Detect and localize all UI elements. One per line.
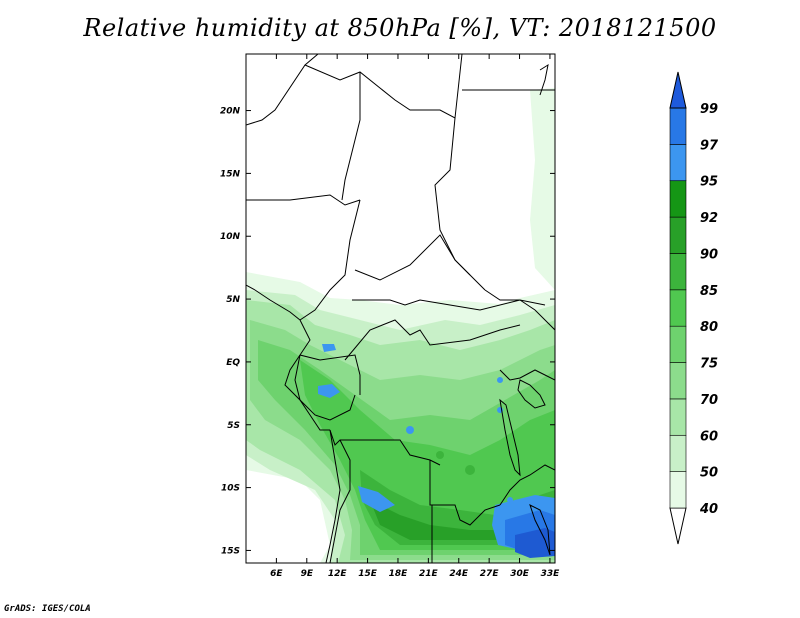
coastline-angola — [325, 429, 341, 563]
colorbar-label: 50 — [700, 466, 718, 481]
colorbar-label: 90 — [700, 247, 718, 262]
humidity-band-40-east — [530, 88, 555, 290]
colorbar-label: 95 — [700, 175, 718, 190]
map-title: Relative humidity at 850hPa [%], VT: 201… — [83, 14, 717, 42]
colorbar-segment — [669, 180, 687, 218]
lake-victoria — [517, 379, 546, 409]
border-chad-car — [354, 234, 471, 281]
coastline-west — [246, 54, 319, 126]
humidity-field — [246, 54, 555, 563]
colorbar-segment — [669, 253, 687, 291]
colorbar-segment — [669, 398, 687, 436]
coastline-gulf — [246, 284, 301, 321]
lat-tick-label: 20N — [220, 107, 241, 117]
border-zambia-east — [499, 464, 555, 506]
humidity-band-95-c — [322, 344, 336, 352]
colorbar: 40 50 60 70 75 80 85 90 92 95 97 99 — [669, 71, 719, 545]
border-gabon — [294, 354, 356, 421]
colorbar-segment — [669, 325, 687, 363]
lon-tick-label: 27E — [480, 569, 500, 579]
border-niger-chad — [341, 72, 361, 201]
colorbar-label: 85 — [700, 284, 718, 299]
colorbar-segment — [669, 362, 687, 400]
border-car-south — [352, 299, 546, 311]
lat-tick-label: 10S — [221, 484, 240, 494]
border-angola-zambia — [429, 460, 501, 526]
colorbar-segment — [669, 471, 687, 509]
lake-tanganyika — [499, 398, 521, 477]
border-libya-niger — [304, 54, 463, 119]
lat-tick-label: EQ — [226, 358, 240, 368]
colorbar-label: 70 — [700, 393, 718, 408]
colorbar-label: 60 — [700, 429, 718, 444]
colorbar-segment — [669, 216, 687, 254]
humidity-speckle — [465, 465, 475, 475]
lon-tick-label: 21E — [419, 569, 439, 579]
colorbar-label: 97 — [700, 138, 719, 153]
humidity-speckle — [436, 451, 444, 459]
lon-tick-label: 18E — [389, 569, 409, 579]
border-ethiopia — [519, 299, 555, 331]
latitude-ticks: 20N 15N 10N 5N EQ 5S 10S 15S — [220, 107, 555, 556]
lon-tick-label: 15E — [358, 569, 378, 579]
border-drc-west — [329, 429, 441, 466]
humidity-speckle — [507, 497, 513, 503]
colorbar-label: 40 — [699, 502, 718, 517]
colorbar-segment — [669, 289, 687, 327]
country-borders — [246, 54, 555, 563]
lat-tick-label: 5S — [227, 421, 240, 431]
lon-tick-label: 6E — [270, 569, 283, 579]
humidity-band-95-a — [358, 486, 395, 512]
lon-tick-label: 24E — [449, 569, 469, 579]
colorbar-label: 80 — [700, 320, 718, 335]
colorbar-segment — [669, 107, 687, 145]
lon-tick-label: 33E — [541, 569, 561, 579]
colorbar-label: 92 — [700, 211, 718, 226]
humidity-speckle — [406, 426, 414, 434]
border-cameroon — [299, 319, 361, 395]
colorbar-label: 99 — [700, 102, 718, 117]
lat-tick-label: 10N — [220, 232, 241, 242]
colorbar-under-triangle — [669, 507, 687, 545]
lake-malawi — [529, 504, 551, 556]
coastline-east-north — [539, 63, 549, 96]
lat-tick-label: 5N — [226, 295, 240, 305]
colorbar-segment — [669, 144, 687, 182]
lat-tick-label: 15S — [221, 546, 240, 556]
colorbar-label: 75 — [700, 357, 718, 372]
border-angola — [329, 439, 351, 563]
lon-tick-label: 9E — [301, 569, 314, 579]
border-uganda — [499, 369, 555, 381]
colorbar-segment — [669, 434, 687, 472]
lon-tick-label: 12E — [328, 569, 348, 579]
lat-tick-label: 15N — [220, 169, 241, 179]
border-nigeria-niger — [246, 194, 361, 206]
humidity-band-95-b — [318, 384, 340, 398]
colorbar-over-triangle — [669, 71, 687, 109]
border-congo — [344, 319, 521, 361]
border-sudan-ss — [484, 289, 520, 301]
lon-tick-label: 30E — [510, 569, 530, 579]
humidity-speckle — [497, 377, 503, 383]
longitude-ticks: 6E 9E 12E 15E 18E 21E 24E 27E 30E 33E — [270, 54, 560, 579]
border-nigeria-chad — [299, 199, 361, 321]
humidity-band-99 — [515, 528, 555, 558]
coastline-gabon — [284, 354, 330, 431]
map-frame — [245, 53, 556, 564]
footer-credit: GrADS: IGES/COLA — [4, 604, 91, 614]
